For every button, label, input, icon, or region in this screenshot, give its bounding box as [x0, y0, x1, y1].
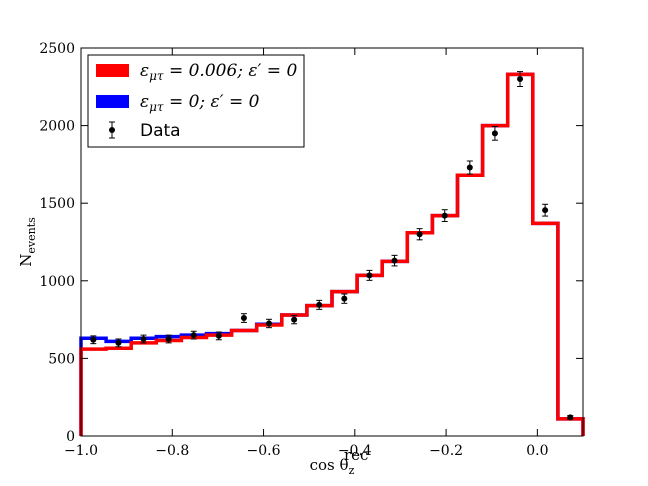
legend-label-nsi: εμτ = 0.006; ε′ = 0	[140, 61, 297, 83]
y-axis-label-main: N	[17, 254, 35, 267]
data-point	[391, 254, 398, 267]
data-marker	[90, 336, 97, 343]
data-point	[366, 269, 373, 281]
data-marker	[291, 316, 298, 323]
data-point	[140, 334, 147, 344]
y-tick-label: 0	[66, 429, 75, 445]
data-point	[266, 318, 273, 329]
legend-label-nsi-rest: = 0.006; ε′ = 0	[164, 61, 298, 81]
legend-label-std-sub: μτ	[149, 100, 164, 114]
x-tick-label: 0.0	[526, 443, 548, 459]
data-marker	[115, 339, 122, 346]
legend-label-data: Data	[140, 121, 181, 141]
data-marker	[391, 257, 398, 264]
data-marker	[567, 414, 574, 421]
legend-label-nsi-sub: μτ	[149, 69, 164, 83]
data-marker	[316, 301, 323, 308]
data-point	[165, 334, 172, 344]
data-point	[316, 299, 323, 310]
legend-data-marker	[109, 121, 115, 139]
data-marker	[491, 130, 498, 137]
data-marker	[215, 332, 222, 339]
legend-swatch-blue	[96, 95, 129, 108]
data-marker	[266, 320, 273, 327]
legend-marker	[109, 127, 115, 133]
y-tick-label: 2000	[39, 119, 75, 135]
y-tick-label: 500	[48, 351, 75, 367]
x-tick-label: −0.6	[247, 443, 281, 459]
y-tick-label: 2500	[39, 41, 75, 57]
data-point	[491, 126, 498, 141]
legend-label-nsi-main: ε	[140, 61, 149, 81]
data-marker	[441, 212, 448, 219]
data-marker	[341, 295, 348, 302]
data-point	[291, 314, 298, 325]
x-tick-label: −0.2	[429, 443, 463, 459]
plot-area	[79, 71, 585, 436]
legend-label-std-rest: = 0; ε′ = 0	[164, 92, 260, 112]
data-marker	[240, 315, 247, 322]
data-point	[567, 414, 574, 421]
histogram-nsi-red	[79, 72, 585, 436]
data-point	[90, 335, 97, 345]
y-tick-label: 1500	[39, 196, 75, 212]
data-point	[542, 203, 549, 217]
legend-label-std-main: ε	[140, 92, 149, 112]
x-axis-label-sub: z	[349, 464, 355, 477]
data-marker	[416, 231, 423, 238]
x-tick-label: −0.4	[338, 443, 372, 459]
axis-ticks: −1.0 −0.8 −0.6 −0.4 −0.2 0.0 0 500 1000 1500 2000 2…	[39, 41, 583, 459]
legend-label-std: εμτ = 0; ε′ = 0	[140, 92, 260, 114]
data-point	[240, 313, 247, 323]
y-tick-label: 1000	[39, 274, 75, 290]
data-marker	[466, 164, 473, 171]
axes-frame	[80, 47, 584, 437]
x-tick-label: −0.8	[155, 443, 189, 459]
data-marker	[366, 272, 373, 279]
x-axis-label: cos θz	[310, 456, 355, 477]
data-marker	[190, 332, 197, 339]
x-axis-label-main: cos θ	[310, 456, 349, 474]
data-marker	[165, 336, 172, 342]
x-tick-label: −1.0	[64, 443, 98, 459]
data-point	[441, 209, 448, 223]
legend-swatch-red	[96, 64, 129, 77]
data-marker	[140, 336, 147, 342]
data-point	[466, 160, 473, 175]
x-axis-label-sup: rec	[344, 446, 368, 464]
data-marker	[517, 76, 524, 83]
data-point	[517, 71, 524, 87]
y-axis-label: Nevents	[17, 217, 38, 267]
y-axis-label-sub: events	[25, 217, 38, 254]
data-point	[215, 331, 222, 341]
data-point	[341, 293, 348, 304]
data-point	[416, 228, 423, 241]
data-point	[190, 330, 197, 340]
legend: εμτ = 0.006; ε′ = 0 εμτ = 0; ε′ = 0 Data	[87, 54, 305, 148]
data-point	[115, 338, 122, 348]
data-marker	[542, 207, 549, 214]
